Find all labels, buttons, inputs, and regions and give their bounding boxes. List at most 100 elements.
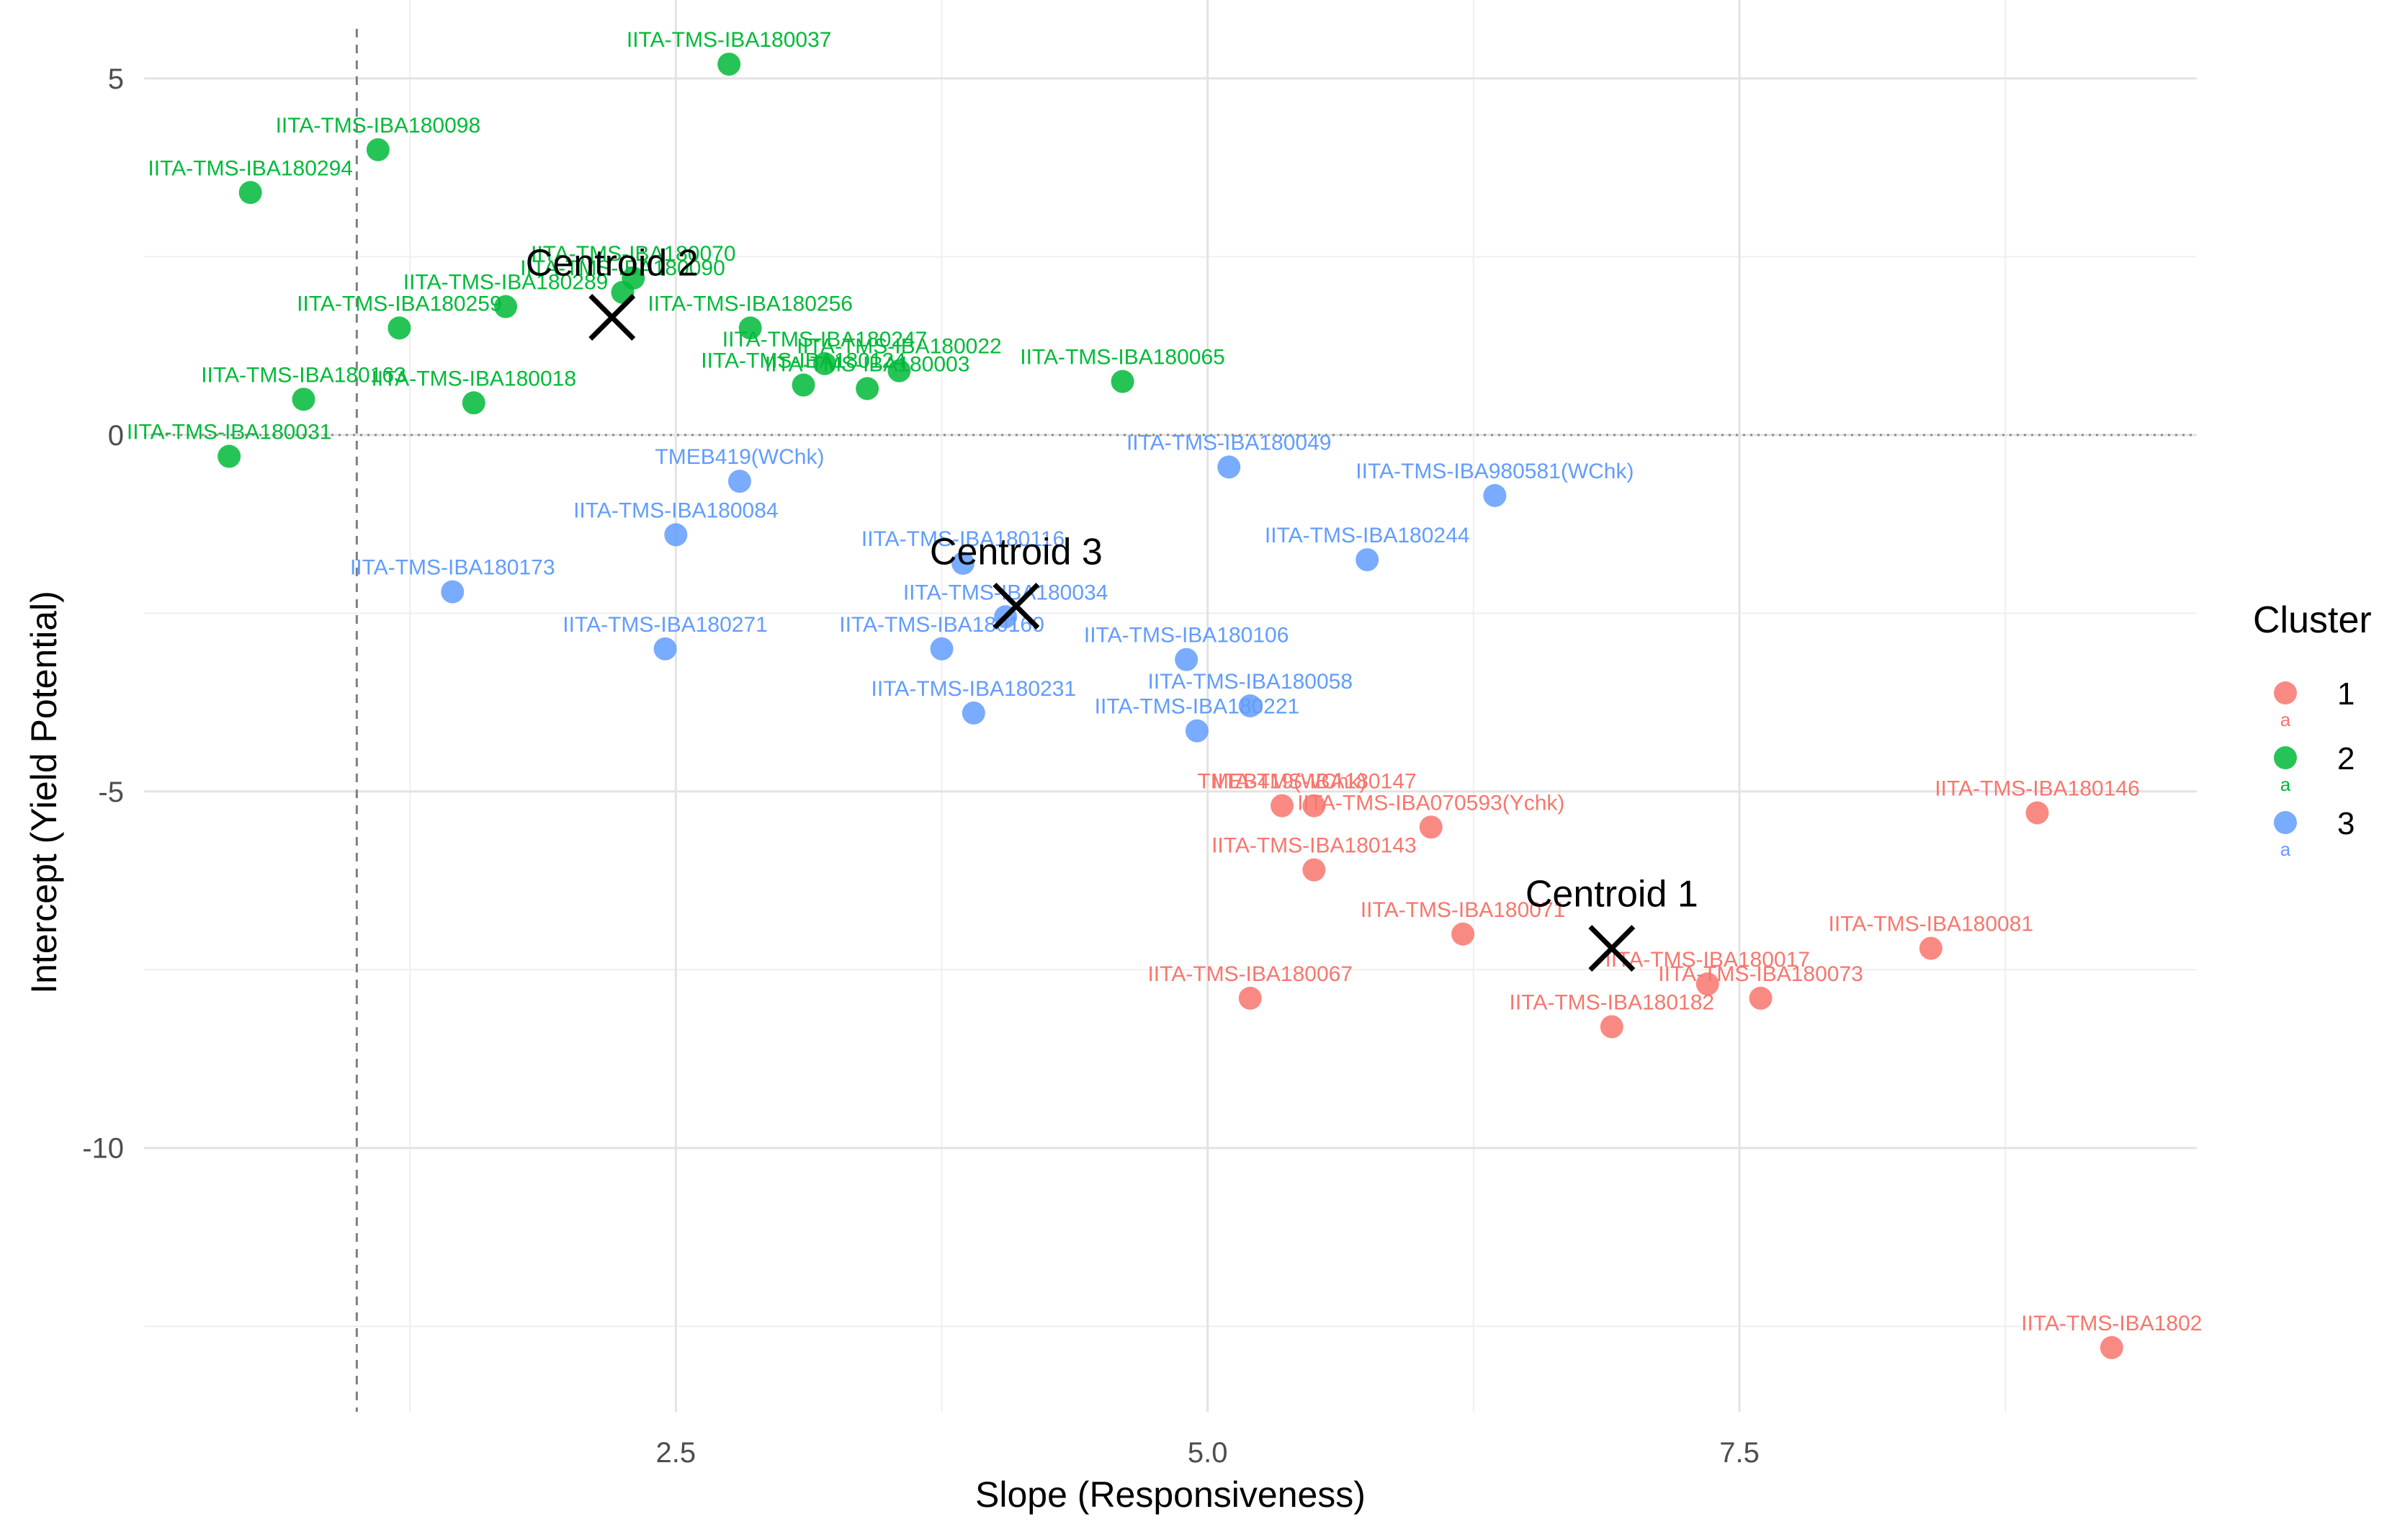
x-tick-label: 7.5 <box>1719 1437 1760 1469</box>
data-point <box>887 359 911 382</box>
data-point <box>366 138 390 161</box>
point-label: IITA-TMS-IBA180098 <box>276 114 481 138</box>
point-label: IITA-TMS-IBA180294 <box>148 156 353 180</box>
point-label: IITA-TMS-IBA180146 <box>1935 776 2140 800</box>
data-point <box>951 552 975 576</box>
point-label: IITA-TMS-IBA180106 <box>1084 624 1289 648</box>
point-label: IITA-TMS-IBA180221 <box>1095 695 1300 719</box>
data-point <box>1919 936 1943 960</box>
point-label: IITA-TMS-IBA180259 <box>297 292 502 315</box>
x-tick-label: 5.0 <box>1188 1437 1228 1469</box>
data-point <box>738 316 762 340</box>
y-axis-title: Intercept (Yield Potential) <box>24 591 64 994</box>
data-point <box>1175 648 1198 671</box>
point-label: IITA-TMS-IBA180067 <box>1147 962 1353 986</box>
centroid-label: Centroid 1 <box>1525 874 1698 916</box>
x-axis-title: Slope (Responsiveness) <box>975 1474 1366 1515</box>
data-point <box>1419 815 1443 839</box>
y-tick-label: 5 <box>108 63 124 95</box>
centroid-label: Centroid 2 <box>526 243 699 285</box>
point-label: IITA-TMS-IBA180247 <box>722 328 928 352</box>
data-point <box>1600 1015 1623 1039</box>
centroid-marker <box>588 294 636 341</box>
reference-lines <box>144 29 2197 1412</box>
data-point <box>962 701 985 725</box>
point-label: IITA-TMS-IBA180271 <box>563 613 768 637</box>
gridlines <box>144 0 2197 1412</box>
legend-key-glyph: a <box>2280 838 2291 860</box>
point-label: IITA-TMS-IBA180173 <box>350 556 555 580</box>
data-point <box>218 444 241 468</box>
data-point <box>1111 370 1134 393</box>
y-tick-label: 0 <box>108 420 124 452</box>
data-point <box>1356 548 1379 572</box>
x-tick-label: 2.5 <box>656 1437 696 1469</box>
data-point <box>1302 794 1326 818</box>
point-label: IITA-TMS-IBA180289 <box>403 271 609 295</box>
axis-ticks: 2.5 5.0 7.5 5 0 -5 -10 <box>82 63 1760 1469</box>
legend-key-glyph: a <box>2280 774 2291 795</box>
point-label: IITA-TMS-IBA180163 <box>201 363 406 387</box>
point-label: IITA-TMS-IBA1802 <box>2021 1312 2202 1335</box>
point-label: IITA-TMS-IBA180244 <box>1265 524 1470 547</box>
data-point <box>727 470 751 493</box>
point-label: IITA-TMS-IBA180070 <box>531 242 736 266</box>
data-point <box>1695 972 1719 996</box>
centroid-cross-stroke <box>588 294 636 341</box>
legend-key-1 <box>2274 681 2297 704</box>
legend-label-3: 3 <box>2337 806 2355 841</box>
data-point <box>664 523 688 547</box>
point-label: IITA-TMS-IBA180143 <box>1211 834 1417 858</box>
data-point <box>387 316 411 340</box>
data-point <box>238 181 262 205</box>
point-label: IITA-TMS-IBA180084 <box>573 498 779 522</box>
data-point <box>462 391 485 415</box>
centroids: Centroid 1 Centroid 2 Centroid 3 <box>526 243 1698 972</box>
centroid-label: Centroid 3 <box>930 531 1103 573</box>
point-label: IITA-TMS-IBA180160 <box>839 613 1044 637</box>
point-label: IITA-TMS-IBA070593(Ychk) <box>1297 791 1564 815</box>
data-point <box>813 352 837 375</box>
data-point <box>1271 794 1294 818</box>
data-point <box>1451 922 1475 946</box>
point-label: IITA-TMS-IBA180073 <box>1658 962 1863 986</box>
data-point <box>1217 455 1241 479</box>
legend-key-glyph: a <box>2280 709 2291 730</box>
point-labels: IITA-TMS-IBA180146 IITA-TMS-IBA180147 TMEB… <box>127 28 2203 1335</box>
point-label: IITA-TMS-IBA180003 <box>765 352 970 376</box>
data-point <box>494 295 518 318</box>
point-label: IITA-TMS-IBA180065 <box>1020 346 1225 370</box>
point-label: IITA-TMS-IBA180017 <box>1605 948 1810 972</box>
data-point <box>717 53 741 76</box>
point-label: IITA-TMS-IBA180018 <box>371 367 576 390</box>
point-label: IITA-TMS-IBA180049 <box>1126 431 1332 455</box>
data-point <box>653 637 677 661</box>
data-point <box>930 637 954 661</box>
centroid-cross-stroke <box>993 582 1040 630</box>
point-label: TMEB419(WChk) <box>655 445 824 469</box>
y-tick-label: -10 <box>82 1133 124 1165</box>
point-label: IITA-TMS-IBA180031 <box>127 421 332 444</box>
data-point <box>2100 1335 2123 1359</box>
point-label: IITA-TMS-IBA180081 <box>1829 913 2034 936</box>
legend-label-2: 2 <box>2337 741 2355 776</box>
point-label: IITA-TMS-IBA180116 <box>861 527 1065 551</box>
centroid-marker <box>1588 925 1636 972</box>
data-point <box>292 388 315 411</box>
legend-title: Cluster <box>2253 599 2372 641</box>
data-point <box>1302 858 1326 882</box>
point-label: IITA-TMS-IBA180071 <box>1361 898 1566 922</box>
point-label: IITA-TMS-IBA180147 <box>1211 770 1417 794</box>
data-point <box>1185 719 1209 743</box>
y-tick-label: -5 <box>98 776 124 808</box>
legend-key-3 <box>2274 811 2297 834</box>
legend-key-2 <box>2274 746 2297 769</box>
legend: Cluster a 1 a 2 a 3 <box>2253 599 2372 860</box>
point-label: IITA-TMS-IBA180022 <box>797 335 1002 359</box>
data-point <box>856 377 879 400</box>
data-point <box>1238 986 1262 1010</box>
centroid-cross-stroke <box>1588 925 1636 972</box>
data-point <box>1483 483 1507 507</box>
point-label: IITA-TMS-IBA180124 <box>701 349 906 373</box>
